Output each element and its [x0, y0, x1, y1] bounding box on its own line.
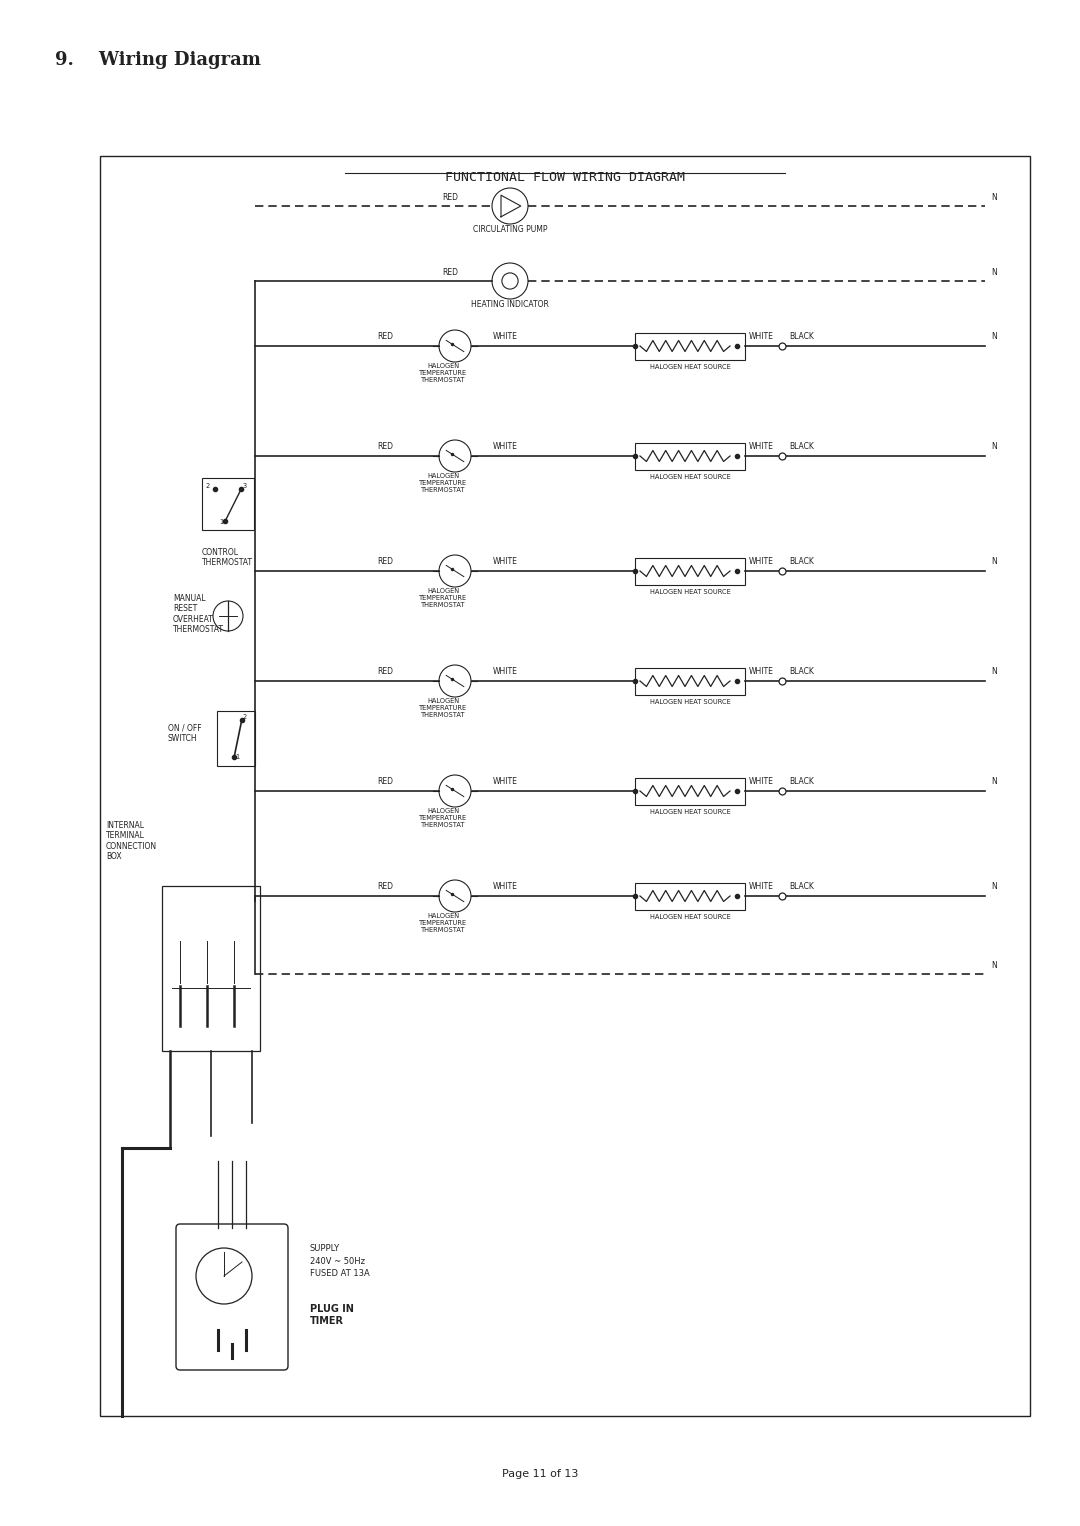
FancyBboxPatch shape — [100, 156, 1030, 1416]
Text: RED: RED — [377, 443, 393, 452]
FancyBboxPatch shape — [635, 667, 745, 694]
Text: N: N — [991, 333, 997, 340]
Text: CIRCULATING PUMP: CIRCULATING PUMP — [473, 224, 548, 233]
Text: HEATING INDICATOR: HEATING INDICATOR — [471, 301, 549, 308]
FancyBboxPatch shape — [635, 778, 745, 804]
Text: HALOGEN
TEMPERATURE
THERMOSTAT: HALOGEN TEMPERATURE THERMOSTAT — [419, 697, 467, 719]
Text: 1: 1 — [235, 754, 240, 760]
Text: ON / OFF
SWITCH: ON / OFF SWITCH — [168, 723, 202, 743]
Text: HALOGEN
TEMPERATURE
THERMOSTAT: HALOGEN TEMPERATURE THERMOSTAT — [419, 473, 467, 493]
FancyBboxPatch shape — [162, 887, 260, 1051]
Text: 1: 1 — [219, 519, 224, 525]
Text: 2: 2 — [206, 484, 210, 490]
Text: RED: RED — [442, 269, 458, 278]
Text: INTERNAL
TERMINAL
CONNECTION
BOX: INTERNAL TERMINAL CONNECTION BOX — [106, 821, 157, 861]
Text: BLACK: BLACK — [789, 667, 814, 676]
Text: WHITE: WHITE — [492, 443, 518, 452]
Text: N: N — [991, 882, 997, 891]
FancyBboxPatch shape — [217, 711, 255, 766]
Text: MANUAL
RESET
OVERHEAT
THERMOSTAT: MANUAL RESET OVERHEAT THERMOSTAT — [173, 594, 224, 635]
Text: HALOGEN HEAT SOURCE: HALOGEN HEAT SOURCE — [650, 809, 730, 815]
Text: BLACK: BLACK — [789, 443, 814, 452]
FancyBboxPatch shape — [635, 333, 745, 360]
Text: RED: RED — [377, 333, 393, 340]
FancyBboxPatch shape — [635, 882, 745, 909]
FancyBboxPatch shape — [635, 443, 745, 470]
Text: BLACK: BLACK — [789, 882, 814, 891]
FancyBboxPatch shape — [176, 1224, 288, 1370]
Text: BLACK: BLACK — [789, 777, 814, 786]
Text: RED: RED — [377, 882, 393, 891]
Text: HALOGEN HEAT SOURCE: HALOGEN HEAT SOURCE — [650, 589, 730, 595]
Text: SUPPLY
240V ~ 50Hz
FUSED AT 13A: SUPPLY 240V ~ 50Hz FUSED AT 13A — [310, 1244, 369, 1277]
Text: HALOGEN HEAT SOURCE: HALOGEN HEAT SOURCE — [650, 475, 730, 481]
Text: 2: 2 — [243, 714, 247, 720]
Text: N: N — [991, 192, 997, 201]
Text: FUNCTIONAL FLOW WIRING DIAGRAM: FUNCTIONAL FLOW WIRING DIAGRAM — [445, 171, 685, 185]
Text: HALOGEN
TEMPERATURE
THERMOSTAT: HALOGEN TEMPERATURE THERMOSTAT — [419, 807, 467, 829]
Text: RED: RED — [377, 667, 393, 676]
Text: WHITE: WHITE — [750, 333, 774, 340]
FancyBboxPatch shape — [202, 478, 254, 530]
Text: BLACK: BLACK — [789, 557, 814, 566]
Text: 9.    Wiring Diagram: 9. Wiring Diagram — [55, 50, 261, 69]
Text: RED: RED — [442, 192, 458, 201]
Text: HALOGEN
TEMPERATURE
THERMOSTAT: HALOGEN TEMPERATURE THERMOSTAT — [419, 363, 467, 383]
Text: N: N — [991, 557, 997, 566]
Text: PLUG IN
TIMER: PLUG IN TIMER — [310, 1305, 354, 1326]
Text: N: N — [991, 961, 997, 971]
Text: HALOGEN
TEMPERATURE
THERMOSTAT: HALOGEN TEMPERATURE THERMOSTAT — [419, 588, 467, 607]
Text: WHITE: WHITE — [750, 557, 774, 566]
FancyBboxPatch shape — [635, 557, 745, 584]
Text: WHITE: WHITE — [750, 667, 774, 676]
Text: RED: RED — [377, 777, 393, 786]
Text: WHITE: WHITE — [750, 443, 774, 452]
Text: N: N — [991, 777, 997, 786]
Text: WHITE: WHITE — [492, 333, 518, 340]
Text: HALOGEN HEAT SOURCE: HALOGEN HEAT SOURCE — [650, 699, 730, 705]
Text: Page 11 of 13: Page 11 of 13 — [502, 1470, 578, 1479]
Text: WHITE: WHITE — [750, 777, 774, 786]
Text: N: N — [991, 443, 997, 452]
Text: HALOGEN HEAT SOURCE: HALOGEN HEAT SOURCE — [650, 365, 730, 369]
Text: HALOGEN
TEMPERATURE
THERMOSTAT: HALOGEN TEMPERATURE THERMOSTAT — [419, 913, 467, 932]
Text: CONTROL
THERMOSTAT: CONTROL THERMOSTAT — [202, 548, 253, 568]
Text: WHITE: WHITE — [492, 777, 518, 786]
Text: N: N — [991, 667, 997, 676]
Text: BLACK: BLACK — [789, 333, 814, 340]
Text: WHITE: WHITE — [492, 882, 518, 891]
Text: WHITE: WHITE — [492, 667, 518, 676]
Text: HALOGEN HEAT SOURCE: HALOGEN HEAT SOURCE — [650, 914, 730, 920]
Text: WHITE: WHITE — [750, 882, 774, 891]
Text: WHITE: WHITE — [492, 557, 518, 566]
Text: 3: 3 — [243, 484, 247, 490]
Text: RED: RED — [377, 557, 393, 566]
Text: N: N — [991, 269, 997, 278]
